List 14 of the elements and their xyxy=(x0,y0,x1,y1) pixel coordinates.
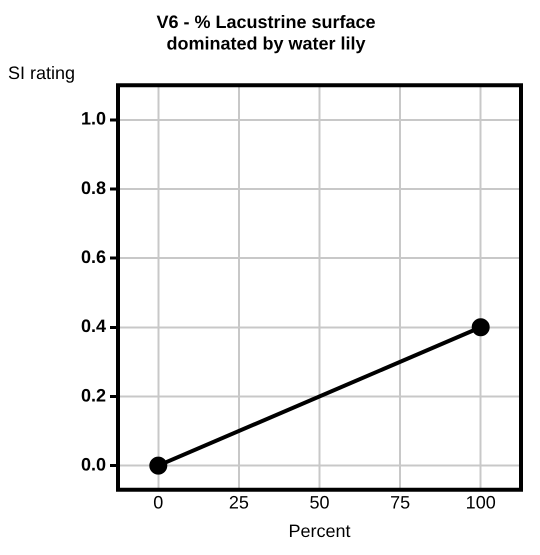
y-tick-label: 0.2 xyxy=(80,385,106,406)
x-tick-label: 50 xyxy=(309,492,330,513)
y-tick-label: 0.4 xyxy=(80,316,106,336)
y-tick-label: 0.8 xyxy=(80,178,106,198)
chart-title: V6 - % Lacustrine surface dominated by water lily xyxy=(156,12,376,54)
x-tick-label: 0 xyxy=(153,492,164,513)
x-tick-label: 100 xyxy=(466,492,496,513)
x-tick-label: 25 xyxy=(228,492,249,513)
y-tick-label: 1.0 xyxy=(80,108,106,129)
x-tick-label: 75 xyxy=(390,492,410,513)
y-axis-title: SI rating xyxy=(8,63,76,84)
y-tick-label: 0.6 xyxy=(80,247,106,268)
y-tick-label: 0.0 xyxy=(80,454,106,475)
x-axis-title: Percent xyxy=(288,521,351,542)
